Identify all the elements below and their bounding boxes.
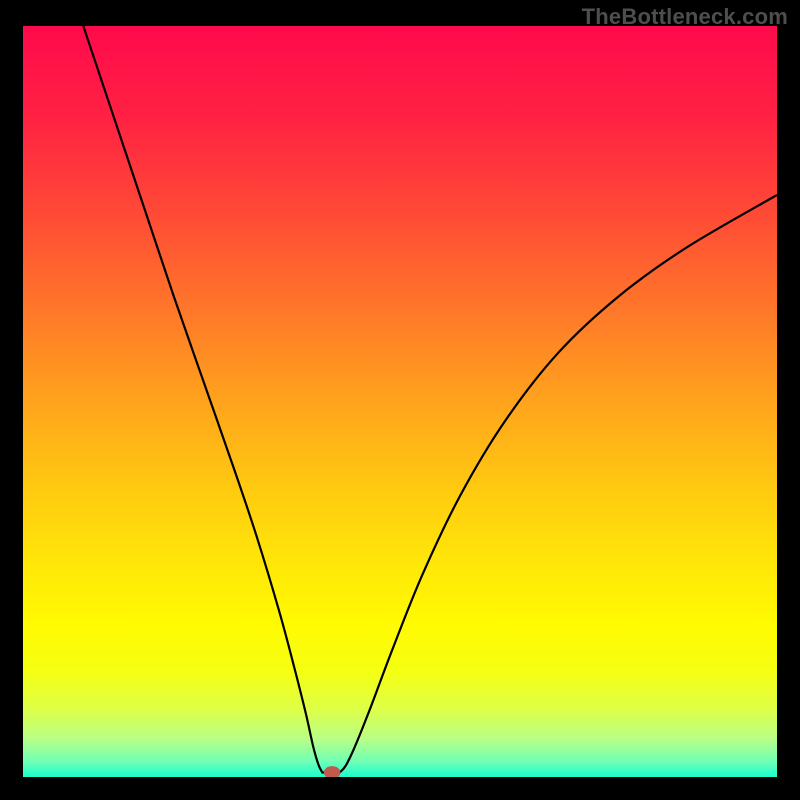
- bottleneck-chart: [23, 26, 777, 777]
- chart-background: [23, 26, 777, 777]
